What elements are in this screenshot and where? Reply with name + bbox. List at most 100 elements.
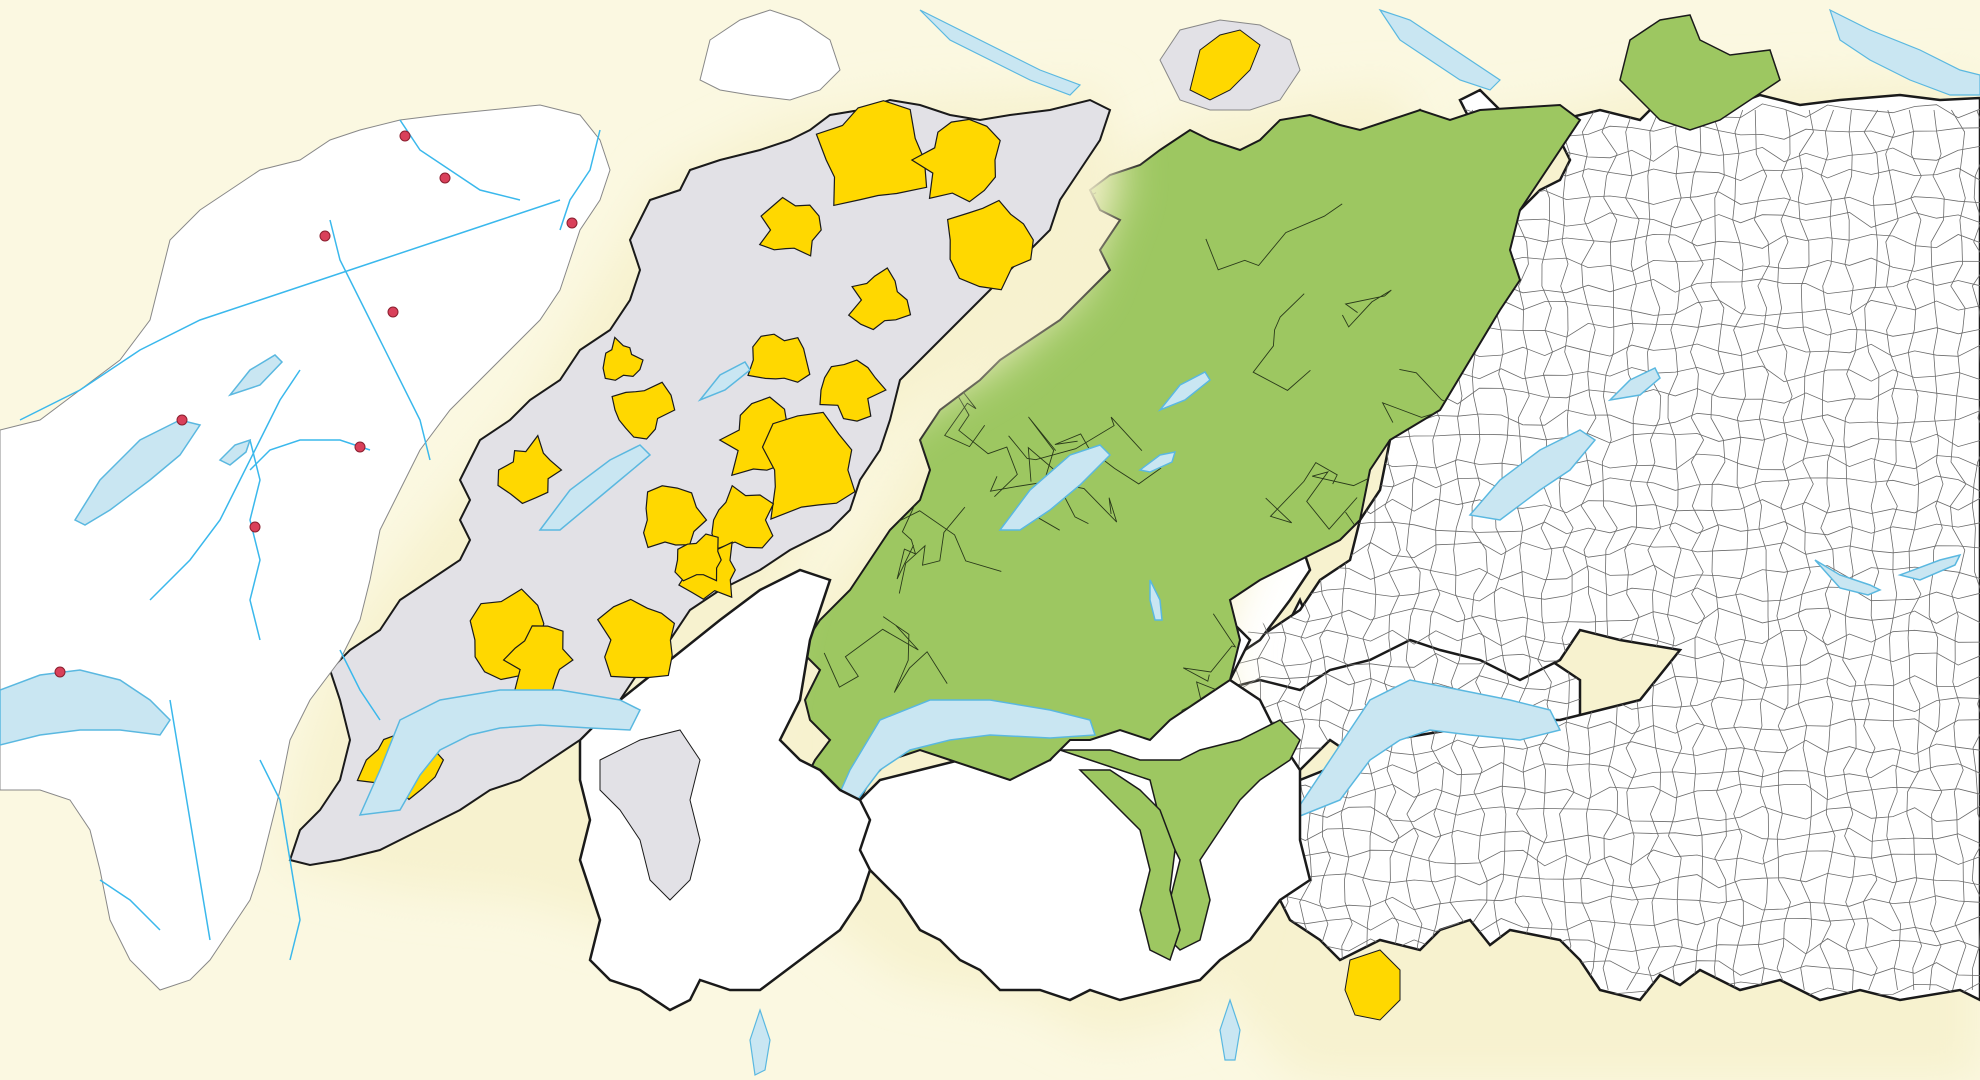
agglomeration-patch xyxy=(910,118,1001,203)
municipality-boundary xyxy=(1624,109,1640,991)
north-river-strip xyxy=(919,9,1082,96)
municipality-boundary xyxy=(1580,109,1597,991)
city-dot xyxy=(249,521,261,533)
city-dots xyxy=(54,130,578,678)
river xyxy=(329,219,431,461)
city-dot xyxy=(54,666,66,678)
municipality-boundary xyxy=(1601,109,1619,991)
muni-lake-neuchatel xyxy=(1468,429,1597,521)
districts-layer xyxy=(720,14,1781,1040)
districts-lake-geneva xyxy=(828,699,1097,817)
rivers-lake-biel xyxy=(227,354,284,397)
municipality-boundary xyxy=(1645,109,1662,991)
municipality-boundary xyxy=(1239,563,1980,581)
districts-lake-biel xyxy=(1157,371,1211,412)
river xyxy=(559,129,601,231)
river xyxy=(399,119,521,201)
river xyxy=(169,699,211,941)
district-boundary xyxy=(952,387,1018,498)
municipality-boundary xyxy=(1776,109,1793,991)
districts-lake-gruyere xyxy=(1149,579,1163,621)
municipality-boundary xyxy=(1239,761,1980,779)
municipality-boundary xyxy=(1842,109,1858,991)
northern-fragments xyxy=(699,8,1980,111)
district-boundary xyxy=(1182,613,1237,682)
southern-lakes xyxy=(749,949,1401,1076)
district-boundary xyxy=(1056,482,1118,525)
municipality-boundary xyxy=(1754,109,1770,991)
rivers-land xyxy=(0,104,611,991)
municipality-boundary xyxy=(1885,109,1901,991)
city-dot xyxy=(387,306,399,318)
municipality-boundary xyxy=(1558,109,1575,991)
districts-green-land xyxy=(753,103,1582,872)
municipality-boundary xyxy=(1906,109,1923,991)
agglomeration-patch xyxy=(674,533,722,582)
muni-lake-brienz xyxy=(1897,553,1962,581)
municipality-boundary xyxy=(1536,109,1554,991)
municipality-boundary xyxy=(1862,109,1880,991)
agglomeration-patches xyxy=(356,100,1034,801)
muni-lake-thun xyxy=(1814,559,1882,596)
municipality-boundary xyxy=(1239,805,1980,823)
municipality-boundary xyxy=(1928,109,1945,991)
district-boundary xyxy=(1008,416,1143,461)
municipality-boundary xyxy=(1239,783,1980,801)
muni-lake-geneva xyxy=(1288,679,1562,822)
municipality-boundary xyxy=(1971,109,1980,991)
municipality-boundary xyxy=(1239,827,1980,844)
city-dot xyxy=(439,172,451,184)
agglomeration-patch xyxy=(819,359,887,422)
rivers-lake-neuchatel xyxy=(73,419,202,526)
agglomerations-lake-neuchatel xyxy=(538,444,652,531)
district-boundary xyxy=(882,616,948,693)
north-fragment-yellow xyxy=(1189,29,1261,101)
south-lake-1 xyxy=(749,1008,771,1076)
district-boundary xyxy=(823,625,919,688)
municipality-boundary xyxy=(1239,937,1980,955)
agglomeration-patch xyxy=(596,598,676,679)
north-fragment-white xyxy=(699,9,841,101)
south-ticino-yellow xyxy=(1344,949,1401,1021)
agglomeration-patch xyxy=(747,333,811,383)
municipality-boundary xyxy=(1710,109,1728,991)
municipality-boundary xyxy=(1689,109,1706,991)
north-rhine-lake xyxy=(1378,8,1501,91)
municipality-boundary xyxy=(1239,849,1980,867)
municipality-boundary xyxy=(1239,521,1980,536)
agglomerations-layer xyxy=(280,90,1120,1012)
district-boundary xyxy=(1306,466,1392,530)
municipality-boundary xyxy=(1239,895,1980,911)
municipality-boundary xyxy=(1667,109,1683,991)
agglomerations-lake-geneva xyxy=(358,689,642,816)
municipality-boundary xyxy=(1239,916,1980,933)
agglomeration-patch xyxy=(847,267,912,331)
district-boundary xyxy=(1252,293,1311,391)
districts-lake-neuchatel xyxy=(998,444,1112,531)
city-dot xyxy=(176,414,188,426)
river xyxy=(149,369,301,601)
district-boundary xyxy=(898,506,966,594)
municipality-boundary xyxy=(1239,607,1980,625)
municipality-boundary xyxy=(1949,109,1967,991)
river xyxy=(249,439,371,471)
agglomeration-patch xyxy=(815,100,928,207)
municipality-boundary xyxy=(1514,109,1531,991)
north-lake-constance xyxy=(1828,8,1980,96)
municipality-boundary xyxy=(1239,541,1980,559)
municipality-boundary xyxy=(1797,109,1814,991)
rivers-lake-geneva xyxy=(0,669,171,746)
agglomeration-patch xyxy=(761,411,856,521)
city-dot xyxy=(319,230,331,242)
agglomeration-patch xyxy=(758,196,822,257)
rivers-layer xyxy=(0,104,611,991)
agglomeration-patch xyxy=(602,336,644,381)
river xyxy=(339,649,381,721)
district-boundary xyxy=(1342,289,1392,328)
agglomerations-lake-biel xyxy=(697,361,751,402)
city-dot xyxy=(354,441,366,453)
city-dot xyxy=(566,217,578,229)
city-dot xyxy=(399,130,411,142)
agglomeration-patch xyxy=(711,484,775,550)
